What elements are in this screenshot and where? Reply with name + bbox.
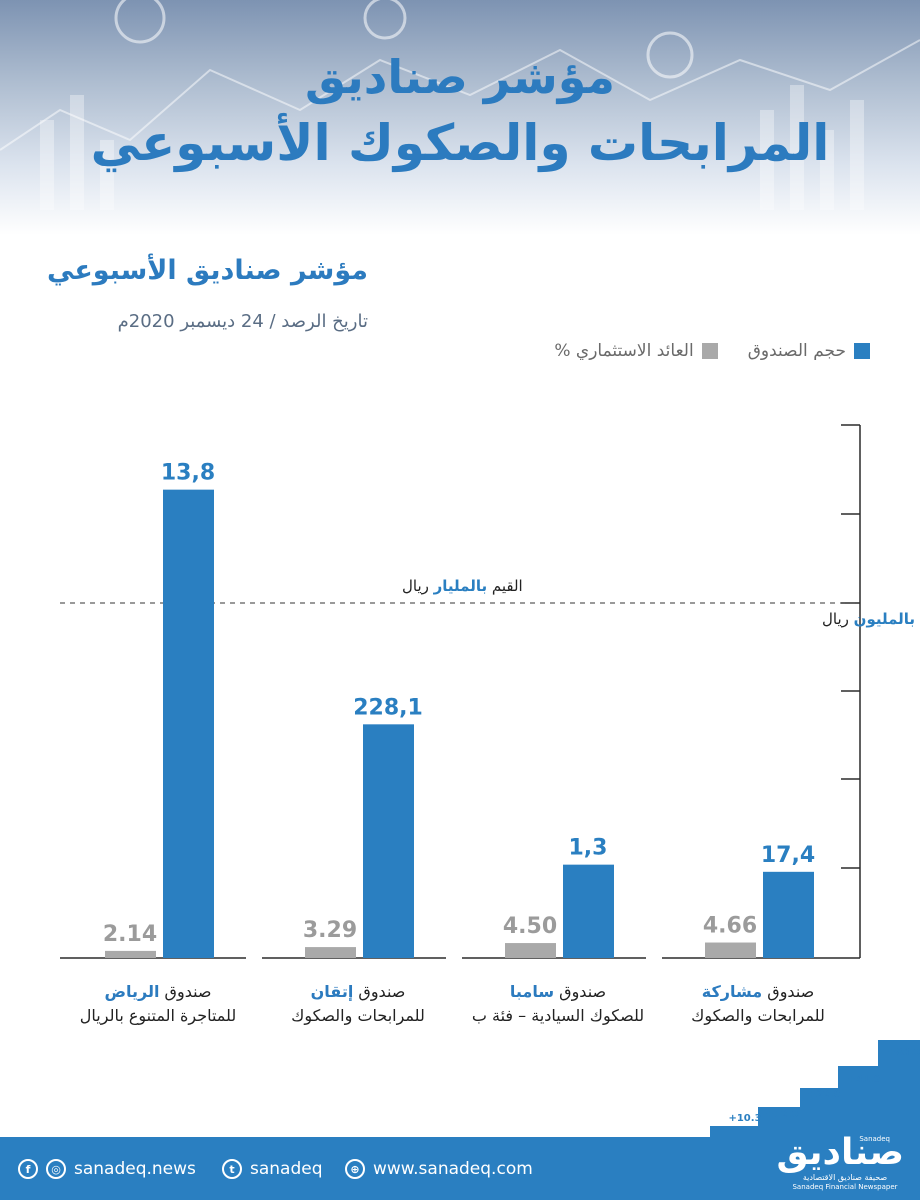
banner-decoration — [0, 0, 920, 210]
return-bar — [705, 942, 756, 958]
social-handle: sanadeq.news — [74, 1159, 196, 1179]
website-url: www.sanadeq.com — [373, 1159, 533, 1179]
volume-bar — [763, 871, 814, 958]
legend-return-swatch — [701, 343, 718, 359]
bar-chart: القيم بالمليار ريال القيم بالمليون ريال 2.… — [60, 424, 920, 959]
category-label-musharaka: صندوق مشاركة للمرابحات والصكوك — [691, 982, 825, 1025]
step-label: +22.6 — [807, 1089, 840, 1100]
page-title-line1: مؤشر صناديق — [304, 50, 616, 104]
brand-arabic-name: صناديق — [776, 1132, 904, 1173]
brand-subtitle: صحيفة صناديق الاقتصادية — [802, 1173, 888, 1182]
volume-bar — [163, 489, 214, 958]
return-value-label: 3.29 — [303, 918, 357, 943]
chart-legend: حجم الصندوق العائد الاستثماري % — [554, 341, 870, 361]
brand-latin-name: Sanadeq — [859, 1135, 890, 1143]
social-link-twitter[interactable]: t sanadeq — [222, 1157, 323, 1181]
million-units-note: القيم بالمليون ريال — [822, 610, 920, 628]
return-bar — [105, 950, 156, 958]
step-label: +12.0 — [765, 1109, 798, 1120]
header-banner — [0, 0, 920, 235]
return-bar — [305, 947, 356, 958]
volume-value-label: 1,3 — [569, 836, 608, 861]
volume-value-label: 228,1 — [353, 695, 423, 720]
volume-bar — [363, 724, 414, 958]
brand-logo: Sanadeq صناديق صحيفة صناديق الاقتصادية S… — [776, 1132, 904, 1192]
step-label: +83.0 — [887, 1047, 920, 1058]
chart-title: مؤشر صناديق الأسبوعي — [47, 255, 368, 286]
return-value-label: 2.14 — [103, 922, 157, 947]
chart-date: تاريخ الرصد / 24 ديسمبر 2020م — [117, 311, 368, 332]
category-label-samba: صندوق سامبا للصكوك السيادية – فئة ب — [471, 982, 645, 1025]
billion-units-note: القيم بالمليار ريال — [402, 577, 523, 595]
return-value-label: 4.66 — [703, 914, 757, 939]
twitter-icon: t — [222, 1159, 242, 1179]
brand-english-name: Sanadeq Financial Newspaper — [792, 1183, 898, 1191]
website-link[interactable]: ⊕ www.sanadeq.com — [345, 1157, 533, 1181]
return-bar — [505, 943, 556, 958]
category-label-riyad: صندوق الرياض للمتاجرة المتنوع بالريال — [79, 982, 237, 1025]
volume-value-label: 13,8 — [161, 461, 215, 486]
globe-icon: ⊕ — [345, 1159, 365, 1179]
legend-volume-label: حجم الصندوق — [747, 341, 846, 361]
instagram-icon: ◎ — [46, 1159, 66, 1179]
social-link-facebook-instagram[interactable]: f ◎ sanadeq.news — [18, 1157, 196, 1181]
legend-return-label: العائد الاستثماري % — [554, 341, 694, 361]
volume-value-label: 17,4 — [761, 843, 815, 868]
footer-bar: f ◎ sanadeq.news t sanadeq ⊕ www.sanadeq… — [0, 1137, 920, 1200]
category-label-itqan: صندوق إتقان للمرابحات والصكوك — [291, 982, 425, 1025]
step-label: +41.9 — [847, 1074, 880, 1085]
page-title: مؤشر صناديق المرابحات والصكوك الأسبوعي — [0, 44, 920, 176]
return-value-label: 4.50 — [503, 914, 557, 939]
page-title-line2: المرابحات والصكوك الأسبوعي — [90, 114, 830, 172]
category-labels: صندوق الرياض للمتاجرة المتنوع بالريال صن… — [0, 980, 920, 1040]
twitter-handle: sanadeq — [250, 1159, 323, 1179]
volume-bar — [563, 864, 614, 958]
legend-volume-swatch — [854, 343, 870, 359]
facebook-icon: f — [18, 1159, 38, 1179]
step-label: +10.3 — [728, 1113, 761, 1124]
